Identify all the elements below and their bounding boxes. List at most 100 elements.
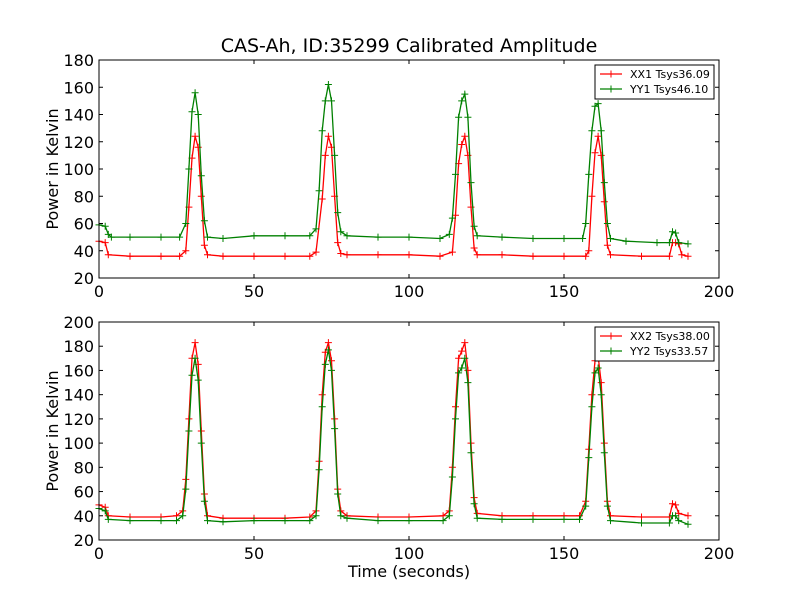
top-panel-series-1-point [600, 179, 608, 187]
top-panel-series-1-point [191, 89, 199, 97]
top-panel-series-1-point [665, 239, 673, 247]
bottom-panel-series-1-point [594, 364, 602, 372]
top-panel-series-0-point [461, 132, 469, 140]
top-panel-legend-label-0: XX1 Tsys36.09 [630, 68, 710, 81]
top-panel-series-0-point [473, 251, 481, 259]
top-panel-series-1-point [250, 232, 258, 240]
bottom-panel-series-1-point [603, 502, 611, 510]
top-panel-series-0-point [405, 251, 413, 259]
top-panel-series-0-point [126, 252, 134, 260]
bottom-panel-ylabel: Power in Kelvin [43, 370, 62, 491]
top-panel-ytick-label: 120 [63, 133, 94, 152]
top-panel-series-0-point [594, 132, 602, 140]
top-panel-legend: XX1 Tsys36.09 YY1 Tsys46.10 [594, 64, 715, 100]
top-panel-ytick-label: 100 [63, 160, 94, 179]
top-panel-series-0-point [318, 195, 326, 203]
top-panel-xtick-label: 150 [549, 282, 580, 301]
top-panel: 0 50 100 150 200 20 40 60 80 100 120 140 160 180 Powe… [43, 51, 734, 301]
top-panel-series-1-point [194, 111, 202, 118]
bottom-panel-series-1-point [157, 517, 165, 525]
top-panel-series-0-point [678, 251, 686, 259]
bottom-panel-series-0-point [458, 347, 466, 355]
bottom-panel-series-1-point [576, 515, 583, 523]
bottom-panel-legend-box [594, 326, 715, 362]
bottom-panel-series-1-point [374, 517, 382, 525]
bottom-panel-xtick-label: 100 [394, 544, 425, 563]
top-panel-series-1-point [669, 228, 676, 236]
bottom-panel-xtick-label: 50 [244, 544, 264, 563]
top-panel-xtick-label: 100 [394, 282, 425, 301]
bottom-panel-ytick-label: 40 [74, 507, 94, 526]
top-panel-series-1-point [607, 235, 614, 242]
bottom-panel-series-1-point [337, 512, 345, 520]
bottom-panel-series-1-point [173, 517, 180, 525]
top-panel-series-0-point [191, 132, 199, 140]
top-panel-series-1-point [529, 235, 537, 242]
bottom-panel-series-0-point [669, 500, 676, 508]
top-panel-series-0-point [321, 151, 329, 159]
top-panel-series-0-point [607, 251, 614, 259]
bottom-panel-series-1-point [200, 497, 208, 505]
top-panel-legend-label-1: YY1 Tsys46.10 [629, 83, 708, 96]
bottom-panel-series-1-point [179, 512, 187, 520]
top-panel-series-1-point [334, 209, 342, 217]
bottom-panel-series-1-point [665, 519, 673, 527]
top-panel-series-1-point [101, 222, 109, 230]
top-panel-series-1-point [498, 233, 506, 241]
bottom-panel-series-1-point [315, 466, 323, 474]
top-panel-series-1-point [200, 217, 208, 225]
bottom-panel-series-0-point [191, 339, 199, 347]
top-panel-series-1-point [603, 220, 611, 227]
bottom-panel-series-1-point [439, 517, 447, 525]
bottom-panel-legend-label-0: XX2 Tsys38.00 [630, 330, 710, 343]
bottom-panel-series-1-point [452, 415, 459, 423]
bottom-panel-series-1-point [607, 517, 614, 525]
bottom-panel-legend-marker-1 [607, 347, 615, 355]
bottom-panel-series-1-point [343, 514, 351, 522]
bottom-panel-series-0-point [672, 501, 680, 509]
top-panel-ytick-label: 40 [74, 242, 94, 261]
bottom-panel-series-0-point [464, 366, 472, 374]
top-panel-series-0-point [684, 252, 692, 260]
bottom-panel-series-1-point [597, 391, 605, 399]
bottom-panel-series-1-point [455, 369, 463, 377]
top-panel-series-1-point [448, 214, 456, 222]
bottom-panel-series-1-point [405, 517, 413, 525]
top-panel-series-0-point [104, 251, 112, 259]
bottom-panel-series-1-point [675, 517, 683, 525]
top-panel-series-0-point [582, 252, 590, 260]
top-panel-series-0-point [603, 241, 611, 249]
top-panel-series-1-point [405, 233, 413, 241]
top-panel-series-0-point [197, 192, 205, 200]
top-panel-series-1-point [185, 165, 193, 173]
bottom-panel-series-1-point [188, 371, 196, 379]
bottom-panel-xtick-label: 150 [549, 544, 580, 563]
top-panel-series-0-point [597, 151, 605, 159]
bottom-panel-xtick-label: 200 [704, 544, 735, 563]
bottom-panel-legend-label-1: YY2 Tsys33.57 [629, 345, 708, 358]
top-panel-series-0-point [324, 132, 332, 140]
top-panel-series-1-point [315, 187, 323, 195]
top-panel-series-1-point [672, 229, 680, 237]
top-panel-series-0-point [529, 252, 537, 260]
bottom-panel-series-1-point [126, 517, 134, 525]
bottom-panel-series-1-point [334, 490, 342, 498]
bottom-panel-ytick-label: 200 [63, 313, 94, 332]
bottom-panel-ticks: 0 50 100 150 200 20 40 60 80 100 120 140 160 180 200 [63, 313, 734, 563]
top-panel-series-1-point [182, 220, 190, 227]
top-panel-series-0-point [560, 252, 568, 260]
bottom-panel-series-0-point [452, 403, 459, 411]
top-panel-series-1-point [597, 127, 605, 135]
bottom-panel-series-0-point [588, 391, 596, 399]
bottom-panel-series-1-point [582, 502, 590, 510]
bottom-panel-series-1-point [331, 425, 339, 433]
top-panel-series-0-point [200, 241, 208, 249]
bottom-panel-series-1-point [104, 515, 112, 523]
top-panel-series-0-point [448, 248, 456, 256]
top-panel-ytick-label: 140 [63, 106, 94, 125]
bottom-panel-series-1-point [281, 517, 289, 525]
top-panel-series-1-point [197, 172, 205, 180]
bottom-panel-series-1-point [197, 439, 205, 447]
top-panel-series-1-point [675, 239, 683, 247]
bottom-panel-series-1-point [464, 379, 472, 387]
